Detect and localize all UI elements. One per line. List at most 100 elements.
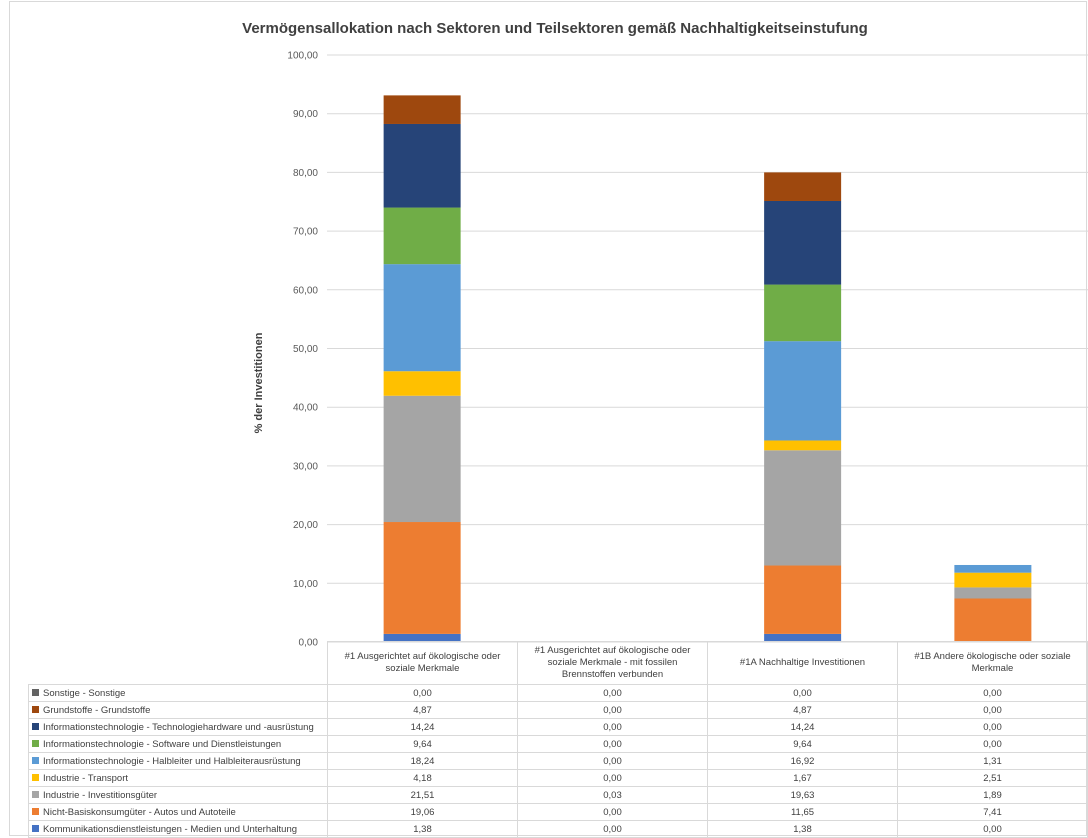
series-name: Informationstechnologie - Software und D… (43, 739, 281, 750)
data-value-cell: 16,92 (708, 753, 898, 770)
series-legend-cell: Nicht-Basiskonsumgüter - Autos und Autot… (29, 804, 328, 821)
data-value-cell: 1,31 (898, 753, 1088, 770)
series-legend-cell: Informationstechnologie - Software und D… (29, 736, 328, 753)
data-value-cell: 0,00 (518, 736, 708, 753)
bar-segment (764, 566, 841, 634)
series-legend-cell: Industrie - Transport (29, 770, 328, 787)
y-tick-label: 50,00 (293, 344, 318, 355)
data-value-cell: 21,51 (328, 787, 518, 804)
data-value-cell: 0,00 (518, 685, 708, 702)
legend-swatch (32, 740, 39, 747)
bar-segment (764, 341, 841, 440)
data-value-cell: 4,87 (328, 702, 518, 719)
data-value-cell: 2,51 (898, 770, 1088, 787)
data-value-cell: 0,03 (518, 787, 708, 804)
bar-segment (384, 95, 461, 124)
data-value-cell: 4,18 (328, 770, 518, 787)
data-value-cell: 1,67 (708, 770, 898, 787)
series-name: Informationstechnologie - Halbleiter und… (43, 756, 301, 767)
plot-area: 0,0010,0020,0030,0040,0050,0060,0070,008… (0, 0, 1088, 660)
data-value-cell: 0,00 (518, 719, 708, 736)
bar-segment (384, 396, 461, 522)
y-tick-label: 30,00 (293, 461, 318, 472)
series-name: Sonstige - Sonstige (43, 688, 125, 699)
legend-swatch (32, 825, 39, 832)
series-name: Kommunikationsdienstleistungen - Medien … (43, 824, 297, 835)
table-row: Nicht-Basiskonsumgüter - Autos und Autot… (29, 804, 1088, 821)
y-tick-label: 80,00 (293, 168, 318, 179)
y-tick-label: 70,00 (293, 227, 318, 238)
category-label: #1 Ausgerichtet auf ökologische oder soz… (328, 642, 518, 685)
data-value-cell: 0,00 (518, 753, 708, 770)
series-legend-cell: Sonstige - Sonstige (29, 685, 328, 702)
legend-swatch (32, 791, 39, 798)
data-value-cell: 0,00 (898, 821, 1088, 838)
bar-segment (764, 440, 841, 450)
bar-segment (384, 264, 461, 371)
data-value-cell: 1,38 (328, 821, 518, 838)
data-table: #1 Ausgerichtet auf ökologische oder soz… (28, 641, 1088, 838)
y-tick-label: 100,00 (287, 51, 318, 62)
legend-swatch (32, 723, 39, 730)
data-value-cell: 0,00 (898, 719, 1088, 736)
data-value-cell: 0,00 (708, 685, 898, 702)
category-label: #1A Nachhaltige Investitionen (708, 642, 898, 685)
series-name: Nicht-Basiskonsumgüter - Autos und Autot… (43, 807, 236, 818)
legend-swatch (32, 706, 39, 713)
data-value-cell: 0,00 (518, 821, 708, 838)
data-value-cell: 7,41 (898, 804, 1088, 821)
y-tick-label: 20,00 (293, 520, 318, 531)
series-legend-cell: Informationstechnologie - Technologiehar… (29, 719, 328, 736)
bar-segment (954, 599, 1031, 642)
data-value-cell: 11,65 (708, 804, 898, 821)
legend-swatch (32, 689, 39, 696)
data-value-cell: 18,24 (328, 753, 518, 770)
table-corner (29, 642, 328, 685)
table-row: Informationstechnologie - Software und D… (29, 736, 1088, 753)
data-value-cell: 0,00 (328, 685, 518, 702)
y-tick-label: 10,00 (293, 579, 318, 590)
series-name: Grundstoffe - Grundstoffe (43, 705, 150, 716)
legend-swatch (32, 757, 39, 764)
legend-swatch (32, 774, 39, 781)
bar-segment (384, 371, 461, 396)
data-value-cell: 0,00 (518, 804, 708, 821)
data-value-cell: 9,64 (708, 736, 898, 753)
y-tick-label: 40,00 (293, 403, 318, 414)
series-name: Industrie - Investitionsgüter (43, 790, 157, 801)
data-value-cell: 0,00 (898, 736, 1088, 753)
series-legend-cell: Kommunikationsdienstleistungen - Medien … (29, 821, 328, 838)
bar-segment (764, 172, 841, 201)
table-row: Kommunikationsdienstleistungen - Medien … (29, 821, 1088, 838)
data-value-cell: 1,89 (898, 787, 1088, 804)
data-value-cell: 19,06 (328, 804, 518, 821)
series-legend-cell: Grundstoffe - Grundstoffe (29, 702, 328, 719)
data-value-cell: 14,24 (708, 719, 898, 736)
series-name: Industrie - Transport (43, 773, 128, 784)
data-value-cell: 14,24 (328, 719, 518, 736)
category-label: #1B Andere ökologische oder soziale Merk… (898, 642, 1088, 685)
bar-segment (764, 201, 841, 285)
bar-segment (764, 285, 841, 342)
bar-segment (384, 124, 461, 208)
bar-segment (384, 208, 461, 265)
table-row: Informationstechnologie - Technologiehar… (29, 719, 1088, 736)
y-tick-label: 60,00 (293, 285, 318, 296)
series-legend-cell: Informationstechnologie - Halbleiter und… (29, 753, 328, 770)
data-value-cell: 4,87 (708, 702, 898, 719)
data-value-cell: 0,00 (518, 702, 708, 719)
bar-segment (954, 587, 1031, 598)
series-name: Informationstechnologie - Technologiehar… (43, 722, 314, 733)
data-value-cell: 19,63 (708, 787, 898, 804)
data-value-cell: 0,00 (518, 770, 708, 787)
bar-segment (954, 573, 1031, 588)
bar-segment (764, 450, 841, 565)
series-legend-cell: Industrie - Investitionsgüter (29, 787, 328, 804)
y-tick-label: 90,00 (293, 109, 318, 120)
data-value-cell: 0,00 (898, 702, 1088, 719)
bar-segment (384, 522, 461, 634)
